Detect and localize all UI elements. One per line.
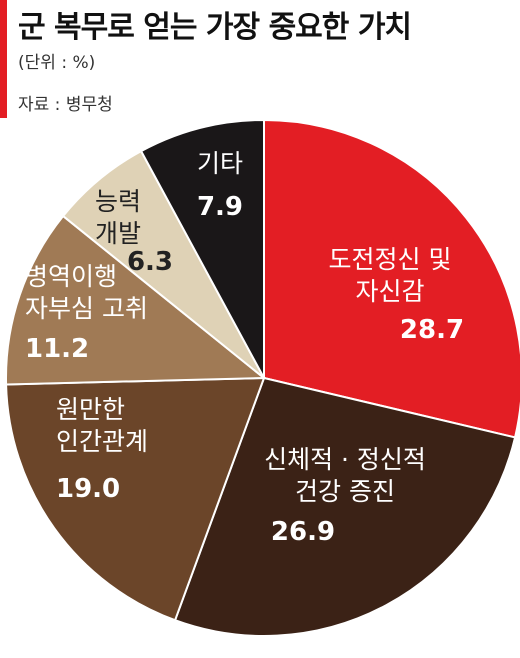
slice-value-6: 7.9	[197, 192, 243, 222]
slice-value-4: 11.2	[25, 334, 89, 364]
slice-label-5: 능력 개발	[95, 187, 141, 248]
slice-value-1: 28.7	[400, 315, 464, 345]
pie-slice-4	[5, 214, 267, 386]
slice-value-2: 26.9	[271, 517, 335, 547]
pie-slice-6	[139, 118, 265, 379]
slice-value-3: 19.0	[56, 474, 120, 504]
slice-value-5: 6.3	[127, 247, 173, 277]
pie-slice-3	[5, 376, 266, 622]
chart-title: 군 복무로 얻는 가장 중요한 가치	[18, 10, 412, 45]
slice-label-3: 원만한 인간관계	[56, 395, 148, 456]
pie-slice-2	[173, 376, 517, 637]
slice-label-6: 기타	[197, 149, 243, 178]
slice-label-2: 신체적 · 정신적 건강 증진	[264, 445, 426, 506]
slice-label-1: 도전정신 및 자신감	[329, 245, 452, 306]
pie-slice-1	[263, 118, 520, 439]
source-label: 자료 : 병무청	[18, 95, 113, 115]
title-accent-bar	[0, 0, 7, 118]
unit-label: (단위 : %)	[18, 53, 96, 73]
slice-label-4: 병역이행 자부심 고취	[25, 262, 148, 323]
